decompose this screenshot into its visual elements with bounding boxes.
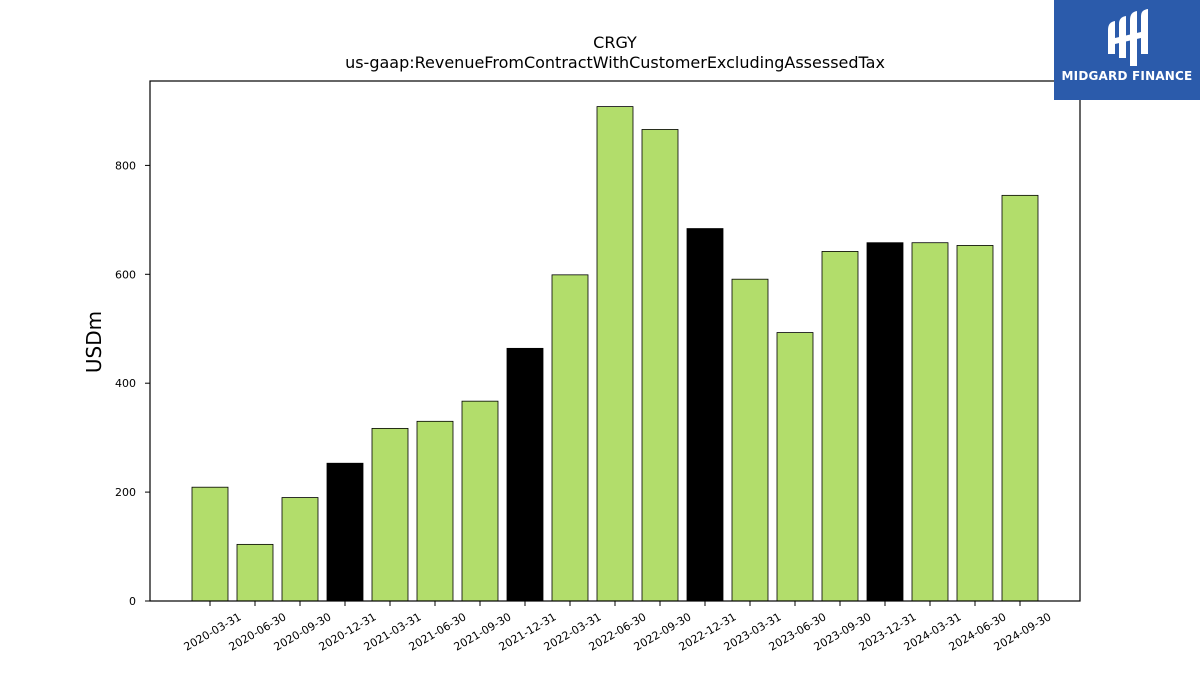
midgard-logo-mark-icon [1108, 9, 1148, 66]
bar-2024-03-31 [911, 242, 949, 602]
bar-2020-03-31 [191, 486, 229, 602]
y-tick-label: 0 [129, 595, 136, 608]
bar-2020-12-31 [326, 462, 364, 602]
bar-2023-09-30 [821, 251, 859, 602]
y-tick-label: 200 [115, 486, 136, 499]
bar-2023-03-31 [731, 278, 769, 602]
midgard-finance-logo: MIDGARD FINANCE [1054, 0, 1200, 100]
y-tick-label: 400 [115, 377, 136, 390]
y-tick-label: 600 [115, 268, 136, 281]
y-tick-label: 800 [115, 159, 136, 172]
plot-frame [149, 80, 1081, 602]
chart-title: CRGY [593, 33, 637, 52]
bar-2021-03-31 [371, 427, 409, 602]
bar-2022-09-30 [641, 129, 679, 602]
bar-2020-09-30 [281, 497, 319, 602]
bars-group [191, 106, 1039, 602]
bar-2022-03-31 [551, 274, 589, 602]
bar-2020-06-30 [236, 543, 274, 602]
y-axis-label: USDm [82, 311, 106, 373]
y-ticks-group: 0 200 400 600 800 [115, 159, 150, 608]
bar-2021-06-30 [416, 420, 454, 602]
bar-2024-06-30 [956, 245, 994, 602]
bar-2021-09-30 [461, 400, 499, 602]
logo-text: MIDGARD FINANCE [1061, 69, 1193, 83]
bar-2023-06-30 [776, 332, 814, 602]
bar-2022-06-30 [596, 106, 634, 602]
bar-2023-12-31 [866, 242, 904, 602]
x-ticks-group: 2020-03-312020-06-302020-09-302020-12-31… [182, 601, 1054, 654]
bar-2024-09-30 [1001, 194, 1039, 602]
chart-subtitle: us-gaap:RevenueFromContractWithCustomerE… [345, 53, 885, 72]
bar-2022-12-31 [686, 228, 724, 602]
bar-2021-12-31 [506, 347, 544, 602]
